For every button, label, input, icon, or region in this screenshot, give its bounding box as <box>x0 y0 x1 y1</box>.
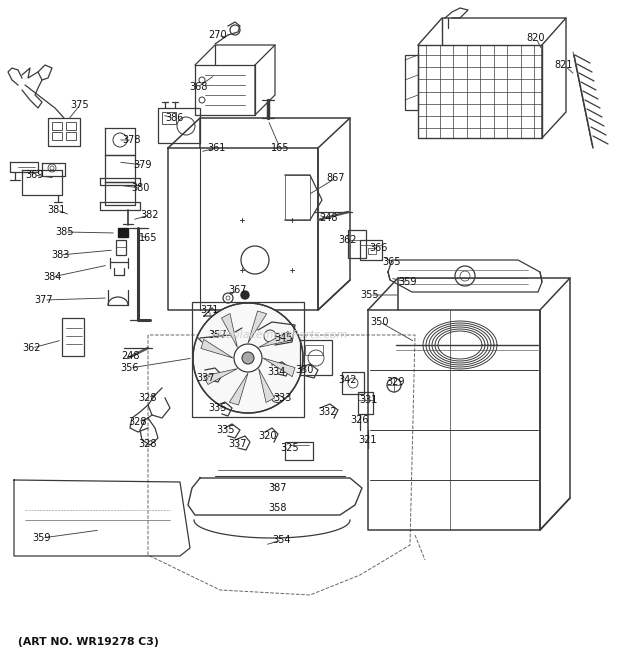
Text: 386: 386 <box>165 113 183 123</box>
Text: 357: 357 <box>209 330 228 340</box>
Text: 821: 821 <box>555 60 574 70</box>
Text: 359: 359 <box>33 533 51 543</box>
Text: 248: 248 <box>121 351 140 361</box>
Polygon shape <box>201 339 233 358</box>
Text: 332: 332 <box>319 407 337 417</box>
Text: 383: 383 <box>51 250 69 260</box>
Circle shape <box>234 344 262 372</box>
Polygon shape <box>259 331 293 348</box>
Polygon shape <box>248 311 267 343</box>
Text: 342: 342 <box>339 375 357 385</box>
Bar <box>162 112 176 124</box>
Text: (ART NO. WR19278 C3): (ART NO. WR19278 C3) <box>18 637 159 647</box>
Text: 337: 337 <box>197 373 215 383</box>
Text: 329: 329 <box>387 377 405 387</box>
Text: 382: 382 <box>141 210 159 220</box>
Bar <box>118 228 128 237</box>
Bar <box>192 302 304 417</box>
Text: 165: 165 <box>271 143 290 153</box>
Polygon shape <box>229 373 248 405</box>
Bar <box>368 248 376 254</box>
Bar <box>158 108 200 143</box>
Text: 361: 361 <box>207 143 225 153</box>
Text: 367: 367 <box>229 285 247 295</box>
Text: 379: 379 <box>134 160 153 170</box>
Bar <box>358 392 373 414</box>
Text: 377: 377 <box>35 295 53 305</box>
Text: 330: 330 <box>295 365 313 375</box>
Text: 820: 820 <box>527 33 545 43</box>
Text: 345: 345 <box>275 333 293 343</box>
Text: 362: 362 <box>339 235 357 245</box>
Text: 387: 387 <box>268 483 287 493</box>
Text: 321: 321 <box>359 435 377 445</box>
Text: 371: 371 <box>201 305 219 315</box>
Bar <box>285 175 310 220</box>
Bar <box>52 122 62 130</box>
Text: eReplacementParts.com: eReplacementParts.com <box>212 330 348 340</box>
Circle shape <box>242 352 254 364</box>
Text: 331: 331 <box>359 395 377 405</box>
Bar <box>405 55 418 110</box>
Polygon shape <box>263 358 295 377</box>
Text: 328: 328 <box>139 393 157 403</box>
Text: 270: 270 <box>209 30 228 40</box>
Text: 385: 385 <box>56 227 74 237</box>
Text: 355: 355 <box>361 290 379 300</box>
Text: 375: 375 <box>71 100 89 110</box>
Text: 333: 333 <box>273 393 291 403</box>
Bar <box>300 340 332 375</box>
Text: 248: 248 <box>319 213 337 223</box>
Circle shape <box>193 303 303 413</box>
Text: 365: 365 <box>383 257 401 267</box>
Text: 356: 356 <box>121 363 140 373</box>
Text: 335: 335 <box>209 403 228 413</box>
Bar <box>66 132 76 140</box>
Bar <box>342 372 364 394</box>
Bar <box>116 240 126 255</box>
Text: 325: 325 <box>281 443 299 453</box>
Text: 326: 326 <box>351 415 370 425</box>
Text: 337: 337 <box>229 439 247 449</box>
Text: 362: 362 <box>23 343 42 353</box>
Bar <box>66 122 76 130</box>
Bar <box>285 442 313 460</box>
Text: 320: 320 <box>259 431 277 441</box>
Bar <box>348 230 366 258</box>
Polygon shape <box>203 369 237 385</box>
Text: 359: 359 <box>399 277 417 287</box>
Bar <box>62 318 84 356</box>
Text: 378: 378 <box>123 135 141 145</box>
Bar <box>48 118 80 146</box>
Text: 384: 384 <box>43 272 61 282</box>
Text: 867: 867 <box>327 173 345 183</box>
Bar <box>360 240 382 260</box>
Text: 335: 335 <box>217 425 235 435</box>
Text: 165: 165 <box>139 233 157 243</box>
Bar <box>305 345 323 355</box>
Text: 381: 381 <box>48 205 66 215</box>
Polygon shape <box>259 369 275 403</box>
Text: 328: 328 <box>129 417 148 427</box>
Text: 328: 328 <box>139 439 157 449</box>
Text: 350: 350 <box>371 317 389 327</box>
Text: 369: 369 <box>25 170 43 180</box>
Text: 334: 334 <box>267 367 285 377</box>
Bar <box>52 132 62 140</box>
Text: 368: 368 <box>189 82 207 92</box>
Polygon shape <box>221 313 237 348</box>
Text: 354: 354 <box>273 535 291 545</box>
Text: 358: 358 <box>268 503 287 513</box>
Text: 380: 380 <box>131 183 149 193</box>
Circle shape <box>241 291 249 299</box>
Text: 366: 366 <box>369 243 387 253</box>
